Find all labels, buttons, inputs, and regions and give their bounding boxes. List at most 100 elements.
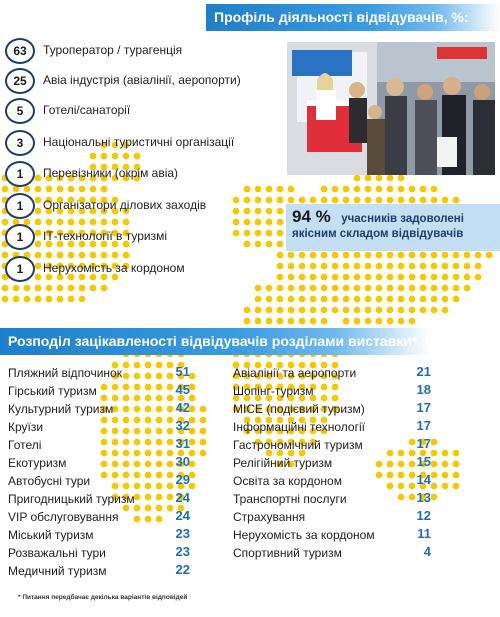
map-dot [133,152,141,160]
interest-value: 32 [175,418,190,433]
map-dot [298,317,306,325]
profile-value-circle: 3 [5,130,35,156]
map-dot [100,163,108,171]
interest-title: Розподіл зацікавленості відвідувачів роз… [8,333,443,349]
map-dot [23,295,31,303]
map-dot [298,295,306,303]
map-dot [89,262,97,270]
map-dot [243,196,251,204]
map-dot [188,405,196,413]
map-dot [232,361,240,369]
map-dot [364,185,372,193]
interest-value: 23 [175,526,190,541]
profile-label: Перевізники (окрім авіа) [43,166,179,180]
map-dot [430,262,438,270]
map-dot [287,405,295,413]
map-dot [298,449,306,457]
map-dot [34,185,42,193]
interest-value: 11 [417,526,431,541]
map-dot [287,361,295,369]
map-dot [177,482,185,490]
map-dot [364,196,372,204]
map-dot [56,196,64,204]
interest-label: Розважальні тури [8,546,106,560]
map-dot [34,262,42,270]
map-dot [298,438,306,446]
interest-row: Пригодницький туризм 24 [8,490,190,508]
map-dot [441,460,449,468]
map-dot [100,207,108,215]
map-dot [34,229,42,237]
map-dot [188,427,196,435]
map-dot [276,449,284,457]
interest-value: 31 [175,436,190,451]
map-dot [364,262,372,270]
map-dot [353,306,361,314]
map-dot [287,295,295,303]
map-dot [166,383,174,391]
map-dot [452,251,460,259]
map-dot [188,482,196,490]
map-dot [320,262,328,270]
profile-label: ІТ-технології в туризмі [43,229,167,243]
map-dot [166,372,174,380]
map-dot [353,262,361,270]
map-dot [122,229,130,237]
map-dot [397,284,405,292]
map-dot [364,174,372,182]
map-dot [89,218,97,226]
map-dot [23,185,31,193]
map-dot [386,196,394,204]
map-dot [122,405,130,413]
map-dot [232,405,240,413]
map-dot [45,185,53,193]
map-dot [353,251,361,259]
map-dot [408,449,416,457]
interest-value: 42 [175,400,190,415]
map-dot [133,361,141,369]
map-dot [265,361,273,369]
map-dot [122,482,130,490]
map-dot [56,229,64,237]
interest-value: 24 [175,490,190,505]
interest-label: Міський туризм [8,528,94,542]
map-dot [133,482,141,490]
map-dot [408,317,416,325]
map-dot [265,295,273,303]
interest-row: Шопінг-туризм 18 [233,382,433,400]
map-dot [122,207,130,215]
interest-label: VIP обслуговування [8,510,119,524]
map-dot [287,438,295,446]
map-dot [276,317,284,325]
map-dot [397,460,405,468]
map-dot [243,372,251,380]
map-dot [397,449,405,457]
map-dot [243,427,251,435]
map-dot [298,372,306,380]
map-dot [265,196,273,204]
footnote: * Питання передбачає декілька варіантів … [18,594,188,601]
map-dot [386,317,394,325]
map-dot [89,185,97,193]
interest-label: Екотуризм [8,456,67,470]
interest-row: Гастрономічний туризм 17 [233,436,433,454]
map-dot [188,383,196,391]
map-dot [155,449,163,457]
map-dot [177,372,185,380]
map-dot [56,240,64,248]
interest-label: Нерухомість за кордоном [233,528,375,542]
map-dot [353,317,361,325]
map-dot [386,295,394,303]
map-dot [276,196,284,204]
map-dot [265,383,273,391]
map-dot [331,361,339,369]
map-dot [353,174,361,182]
map-dot [397,196,405,204]
map-dot [254,229,262,237]
map-dot [111,218,119,226]
map-dot [331,273,339,281]
map-dot [342,273,350,281]
map-dot [397,317,405,325]
map-dot [441,449,449,457]
map-dot [276,405,284,413]
